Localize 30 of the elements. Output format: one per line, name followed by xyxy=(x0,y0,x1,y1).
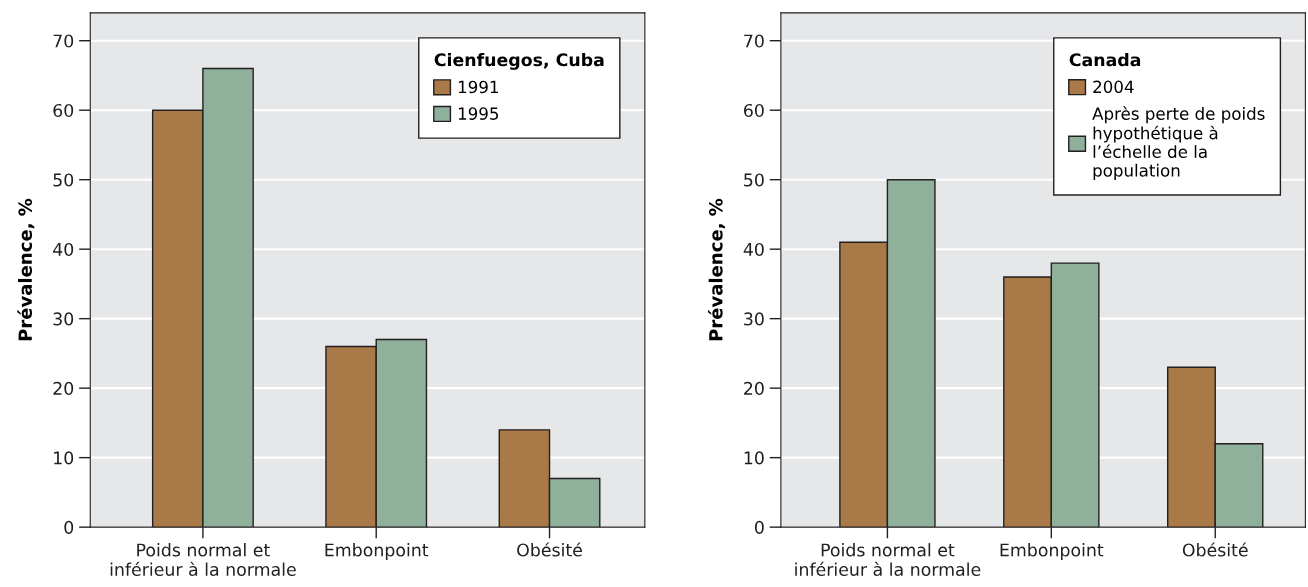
x-tick-label: Obésité xyxy=(1182,542,1248,557)
y-tick-label: 20 xyxy=(53,381,74,395)
x-tick-label: Embonpoint xyxy=(325,543,429,560)
x-tick-label: Poids normal et inférieur à la normale xyxy=(110,543,296,576)
legend-title: Canada xyxy=(1069,52,1141,67)
y-axis-title: Prévalence, % xyxy=(17,198,35,341)
y-tick-label: 10 xyxy=(54,451,74,465)
y-tick-label: 40 xyxy=(53,242,74,257)
y-tick-label: 40 xyxy=(743,242,764,257)
legend-title: Cienfuegos, Cuba xyxy=(434,52,604,70)
x-tick-label: Poids normal et inférieur à la normale xyxy=(795,543,981,576)
y-tick-label: 70 xyxy=(53,34,74,48)
y-tick-label: 10 xyxy=(744,451,764,465)
y-tick-label: 20 xyxy=(744,381,764,395)
y-tick-label: 60 xyxy=(744,103,764,118)
y-tick-label: 50 xyxy=(53,173,74,187)
y-tick-label: 70 xyxy=(744,34,764,48)
x-tick-label: Obésité xyxy=(517,542,582,557)
legend-label: 1995 xyxy=(458,107,499,120)
y-tick-label: 30 xyxy=(744,312,764,326)
y-tick-label: 30 xyxy=(53,312,74,326)
y-tick-label: 50 xyxy=(744,173,764,187)
x-tick-label: Embonpoint xyxy=(1000,543,1104,560)
legend-label: Après perte de poids hypothétique à l’échelle de la population xyxy=(1092,106,1265,180)
legend-label: 1991 xyxy=(458,80,498,94)
y-tick-label: 0 xyxy=(755,520,764,534)
y-axis-title: Prévalence, % xyxy=(707,198,725,341)
legend-label: 2004 xyxy=(1093,80,1134,94)
y-tick-label: 0 xyxy=(64,520,74,534)
y-tick-label: 60 xyxy=(53,103,74,118)
